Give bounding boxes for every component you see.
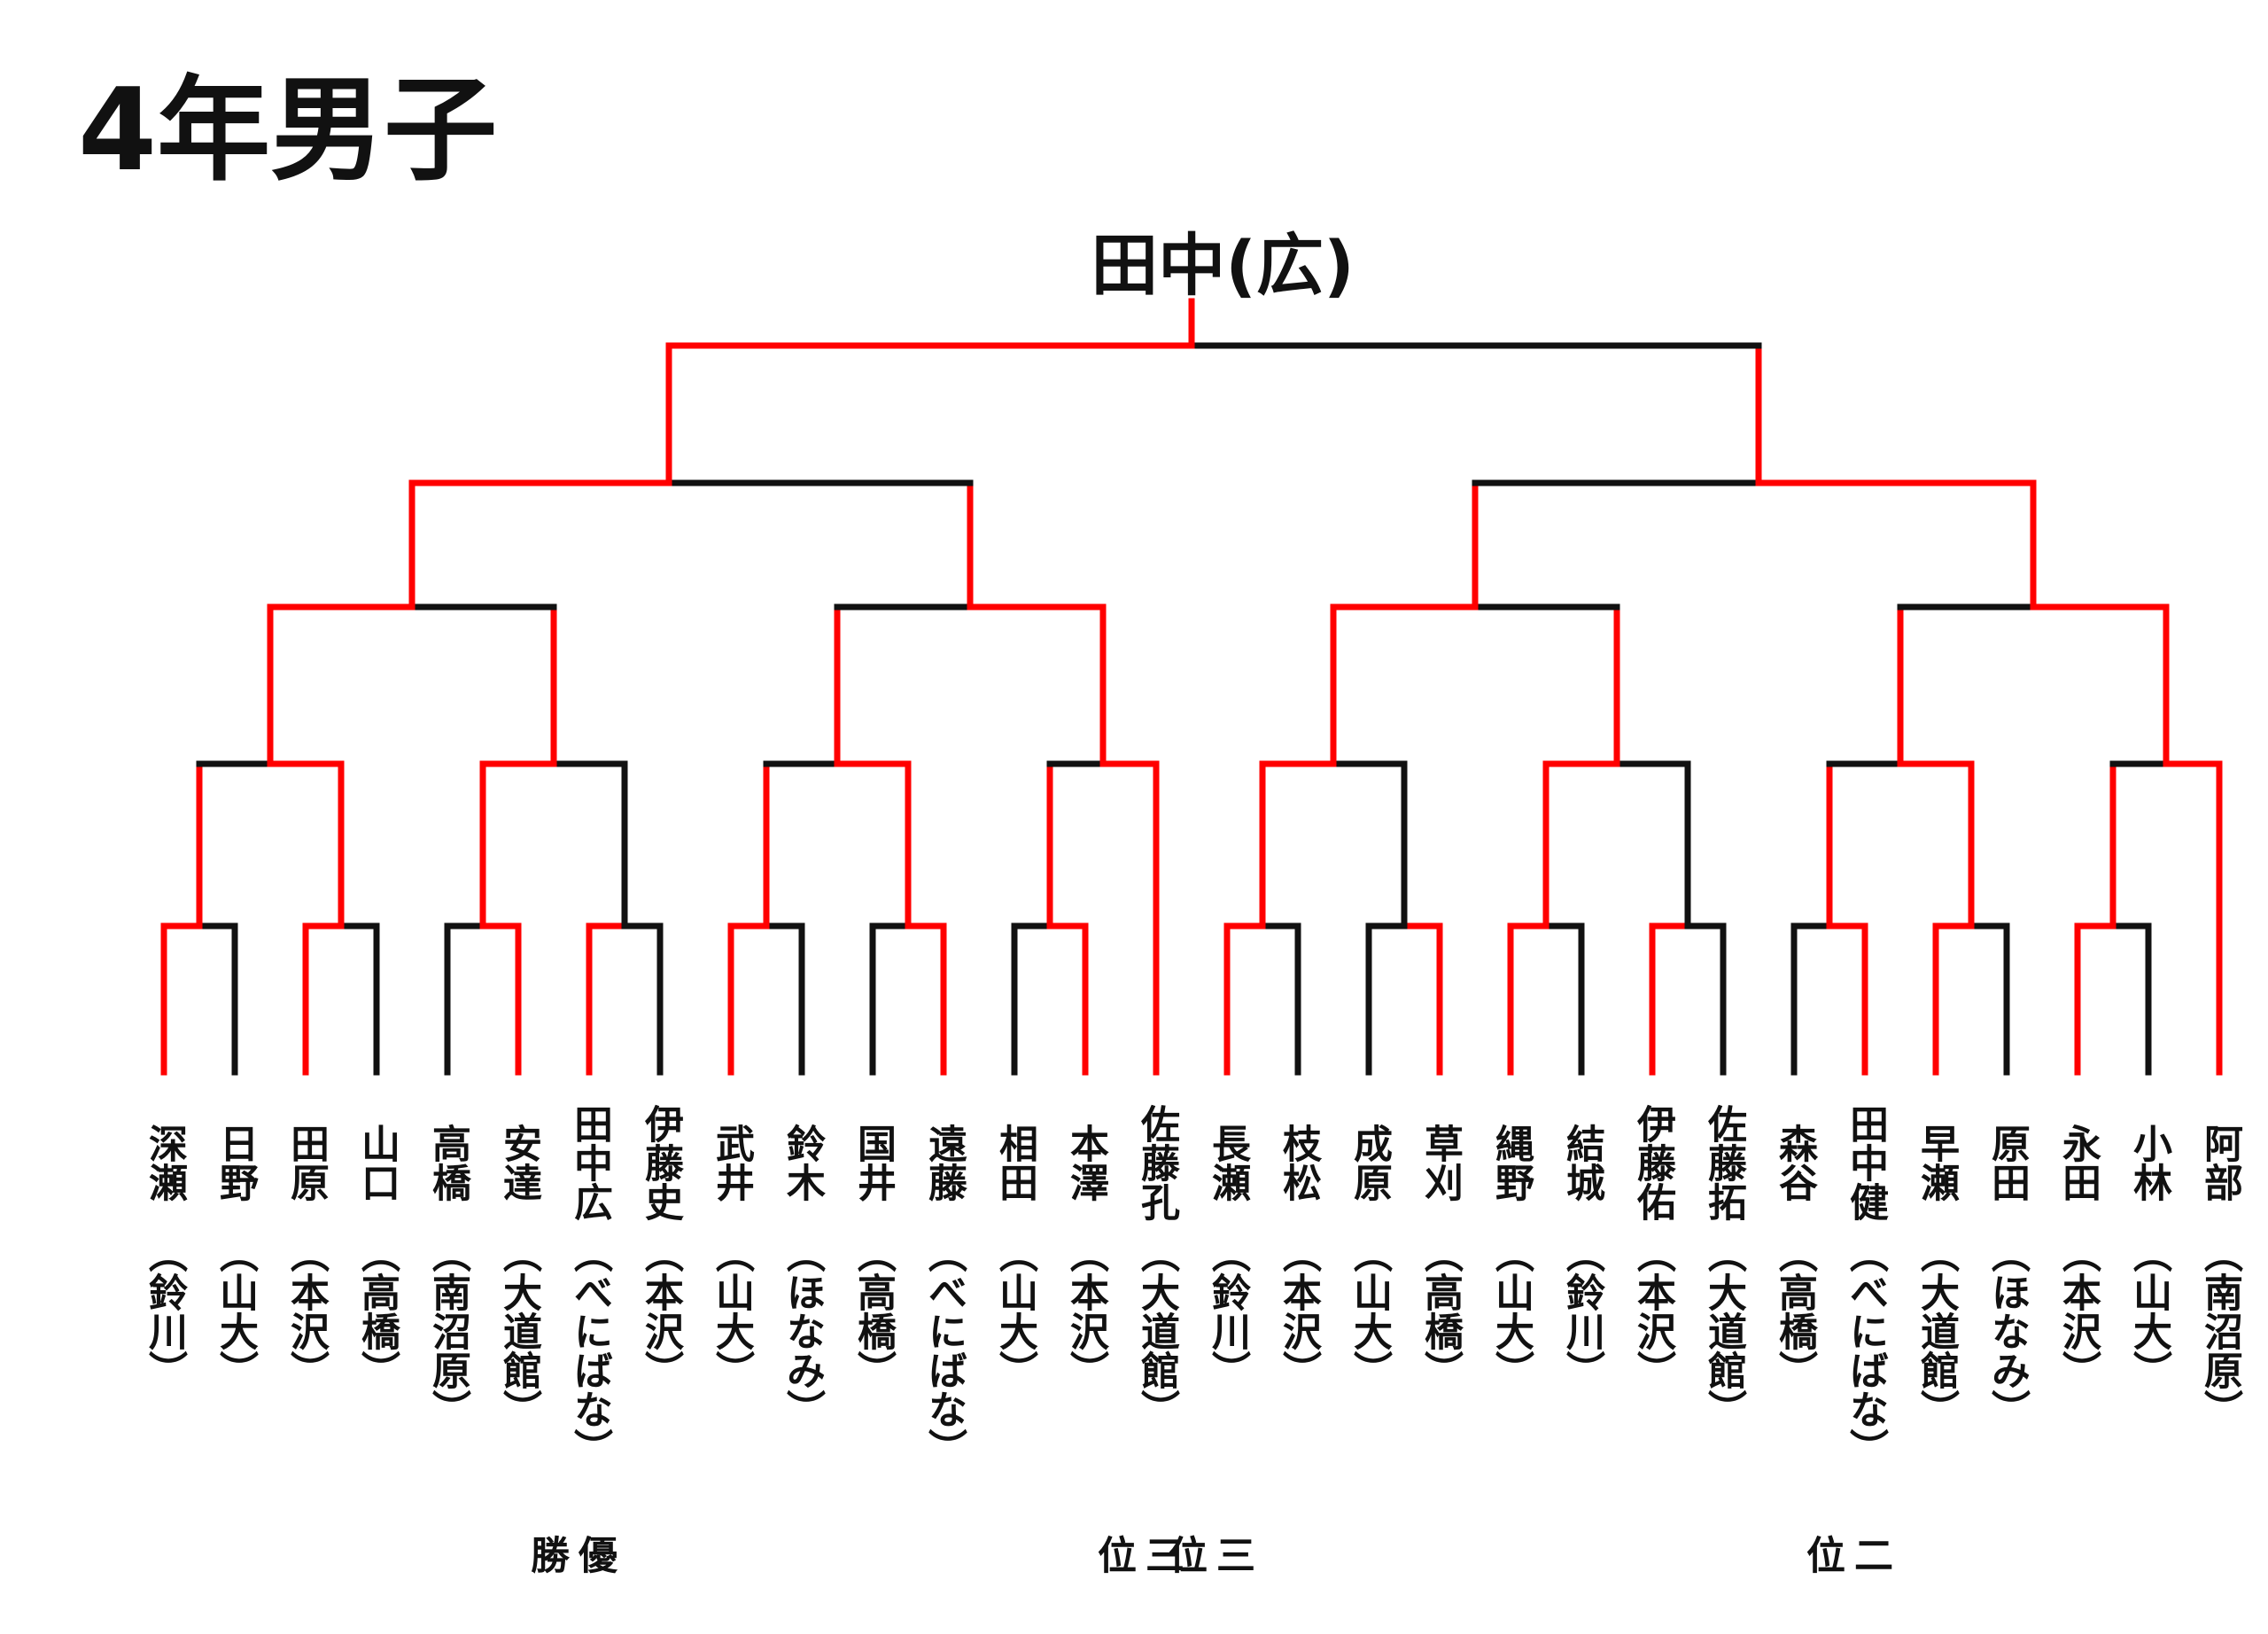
player-entry: 佐藤拓 （大道館） <box>1695 1092 1751 1428</box>
player-school: （べにばな） <box>921 1233 967 1467</box>
player-school: （ほなみ） <box>1984 1233 2030 1428</box>
player-entry: 小林 （山大） <box>2120 1092 2177 1389</box>
player-school: （鈴川） <box>1559 1233 1604 1389</box>
player-result: 三位 <box>1161 1535 1254 1574</box>
player-name: 国井 <box>850 1124 896 1202</box>
player-school: （大道館） <box>1134 1233 1179 1428</box>
player-entry: 永田 （本沢） <box>2049 1092 2106 1389</box>
player-school: （大道館） <box>1701 1233 1746 1428</box>
player-entry: 相田 （山大） <box>986 1092 1043 1389</box>
player-school: （鈴川） <box>142 1233 187 1389</box>
player-school: （本沢） <box>284 1233 329 1389</box>
player-school: （本沢） <box>1063 1233 1108 1389</box>
player-school: （べにばな） <box>567 1233 612 1467</box>
player-school: （大道館） <box>1914 1233 1959 1428</box>
player-entry: 田原 （本沢） <box>277 1092 334 1389</box>
player-name: 日野 <box>213 1124 258 1202</box>
player-name: 安達 <box>496 1124 541 1202</box>
player-name: 本澤 <box>1063 1124 1108 1202</box>
player-entry: 成原 （山大） <box>1340 1092 1397 1389</box>
player-school: （ほなみ） <box>780 1233 825 1428</box>
player-name: 相田 <box>992 1124 1037 1202</box>
player-school: （山大） <box>1347 1233 1392 1389</box>
player-name: 伊藤佑 <box>1630 1104 1675 1221</box>
player-school: （本沢） <box>1276 1233 1321 1389</box>
player-name: 田中広 <box>567 1104 612 1221</box>
player-name: 佐藤拓 <box>1701 1104 1746 1221</box>
player-name: 早瀬 <box>1914 1124 1959 1202</box>
player-name: 永田 <box>2055 1124 2101 1202</box>
player-entry: 結城 （鈴川） <box>1553 1092 1610 1389</box>
player-name: 森谷 <box>1772 1124 1817 1202</box>
player-name: 小林 <box>2126 1124 2171 1202</box>
player-school: （高橋） <box>850 1233 896 1389</box>
player-school: （鈴川） <box>1205 1233 1250 1389</box>
player-school: （南沼原） <box>2197 1233 2242 1428</box>
player-school: （山大） <box>1488 1233 1534 1389</box>
player-entry: 安達 （大道館） <box>490 1092 547 1428</box>
player-entry: 枝松 （本沢） <box>1270 1092 1326 1389</box>
player-entry: 伊藤史 （本沢） <box>632 1092 688 1389</box>
player-name: 田原 <box>284 1124 329 1202</box>
player-entry: 本澤 （本沢） <box>1057 1092 1114 1389</box>
player-school: （べにばな） <box>1843 1233 1888 1467</box>
player-name: 武井 <box>709 1124 754 1202</box>
player-entry: 森谷 （高橋） <box>1766 1092 1822 1389</box>
player-name: 深瀬 <box>142 1124 187 1202</box>
player-name: 結城 <box>1559 1124 1604 1202</box>
player-entry: 山口 （高橋） <box>348 1092 405 1389</box>
player-name: 遠藤 <box>921 1124 967 1202</box>
player-entry: 草刈 （高橋） <box>1411 1092 1468 1389</box>
player-name: 草刈 <box>1418 1124 1463 1202</box>
player-entry: 鈴木 （ほなみ） <box>773 1092 830 1428</box>
player-result: 二位 <box>1799 1535 1892 1574</box>
player-entry: 原田 （ほなみ） <box>1978 1092 2035 1428</box>
champion-label: 田中(広) <box>1091 226 1355 305</box>
player-entry: 遠藤 （べにばな） <box>915 1092 972 1467</box>
player-name: 原田 <box>1984 1124 2030 1202</box>
player-name: 山口 <box>354 1124 400 1202</box>
player-school: （山大） <box>709 1233 754 1389</box>
player-entry: 伊藤佑 （本沢） <box>1624 1092 1681 1389</box>
player-entry: 長瀬 （鈴川） 三位 <box>1161 1092 1255 1574</box>
player-school: （山大） <box>213 1233 258 1389</box>
player-name: 鈴木 <box>780 1124 825 1202</box>
player-entry: 国井 （高橋） <box>844 1092 901 1389</box>
player-name: 佐藤孔 <box>1134 1104 1179 1221</box>
player-entry: 日野 （山大） <box>206 1092 263 1389</box>
player-entry: 深瀬 （鈴川） <box>136 1092 192 1389</box>
player-school: （山大） <box>992 1233 1037 1389</box>
player-name: 阿部 <box>2197 1124 2242 1202</box>
player-school: （高橋） <box>1418 1233 1463 1389</box>
player-school: （大道館） <box>496 1233 541 1428</box>
player-school: （本沢） <box>2055 1233 2101 1389</box>
player-name: 縄野 <box>1488 1124 1534 1202</box>
player-name: 成原 <box>1347 1124 1392 1202</box>
player-school: （高橋） <box>1772 1233 1817 1389</box>
player-school: （高橋） <box>354 1233 400 1389</box>
player-entry: 武井 （山大） <box>703 1092 759 1389</box>
page-title: 4年男子 <box>78 65 498 197</box>
player-entry: 早瀬 （大道館） <box>1907 1092 1964 1428</box>
player-result: 優勝 <box>524 1535 617 1574</box>
player-entry: 田中広 （べにばな） 優勝 <box>524 1092 617 1574</box>
player-name: 田中健 <box>1843 1104 1888 1221</box>
player-name: 長瀬 <box>1205 1124 1250 1202</box>
player-result: 三位 <box>1091 1535 1184 1574</box>
player-school: （本沢） <box>1630 1233 1675 1389</box>
player-name: 高橋 <box>425 1124 470 1202</box>
player-entry: 佐藤孔 （大道館） 三位 <box>1091 1092 1184 1574</box>
player-school: （南沼原） <box>425 1233 470 1428</box>
player-school: （山大） <box>2126 1233 2171 1389</box>
player-name: 伊藤史 <box>638 1104 683 1221</box>
player-name: 枝松 <box>1276 1124 1321 1202</box>
player-entry: 高橋 （南沼原） <box>419 1092 476 1428</box>
player-school: （本沢） <box>638 1233 683 1389</box>
player-entry: 田中健 （べにばな） 二位 <box>1799 1092 1893 1574</box>
player-entry: 縄野 （山大） <box>1482 1092 1539 1389</box>
player-entry: 阿部 （南沼原） <box>2191 1092 2248 1428</box>
